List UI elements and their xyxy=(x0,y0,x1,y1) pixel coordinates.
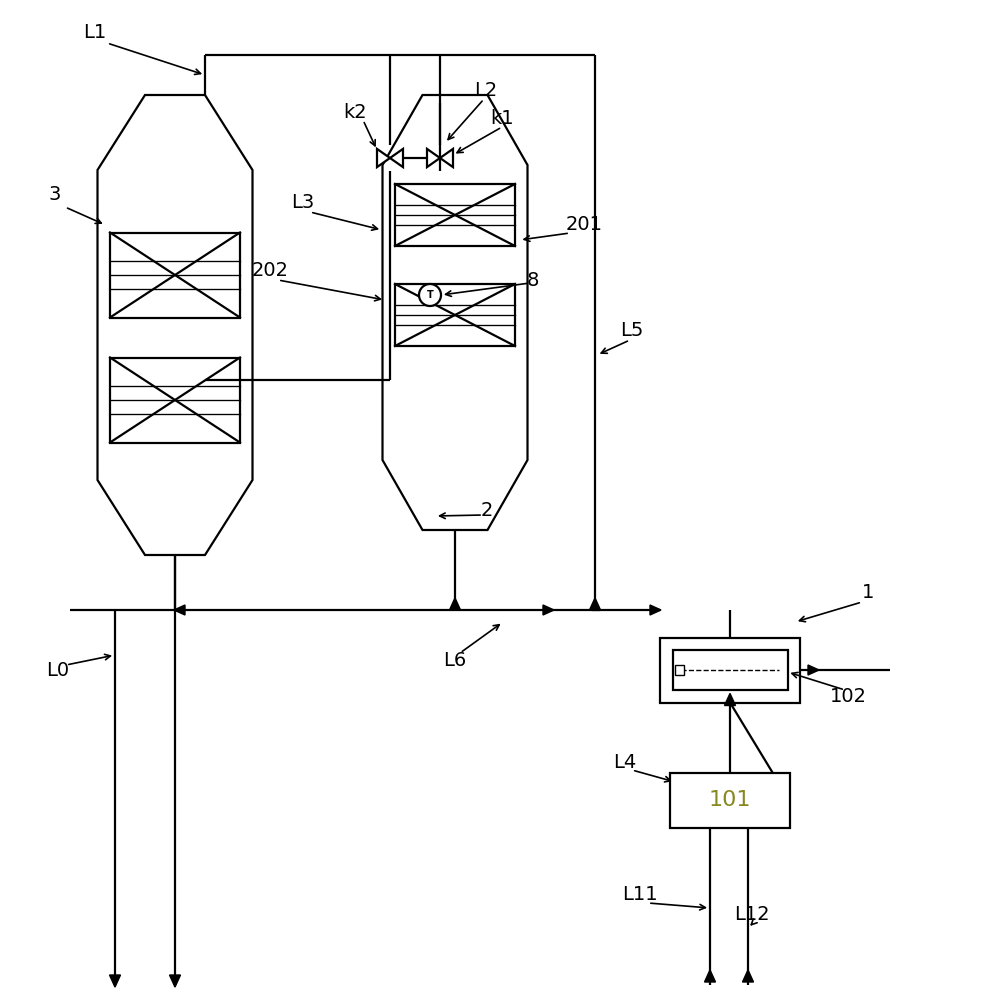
Bar xyxy=(674,665,683,675)
Polygon shape xyxy=(169,975,180,987)
Polygon shape xyxy=(390,149,403,167)
Polygon shape xyxy=(742,970,754,982)
Text: L11: L11 xyxy=(622,886,657,904)
Circle shape xyxy=(419,284,441,306)
Text: L0: L0 xyxy=(47,660,70,680)
Bar xyxy=(110,232,240,318)
Text: 2: 2 xyxy=(481,500,493,520)
Bar xyxy=(395,184,515,246)
Bar xyxy=(660,638,800,702)
Text: L5: L5 xyxy=(621,320,643,340)
Text: 3: 3 xyxy=(49,186,61,205)
Polygon shape xyxy=(449,598,460,610)
Text: 201: 201 xyxy=(566,216,603,234)
Bar xyxy=(672,650,788,690)
Polygon shape xyxy=(427,149,440,167)
Polygon shape xyxy=(440,149,453,167)
Text: 101: 101 xyxy=(709,790,751,810)
Text: L6: L6 xyxy=(443,650,466,670)
Polygon shape xyxy=(98,95,253,555)
Text: 202: 202 xyxy=(252,260,289,279)
Polygon shape xyxy=(808,665,819,675)
Polygon shape xyxy=(650,605,661,615)
Text: 8: 8 xyxy=(527,270,539,290)
Text: T: T xyxy=(426,290,433,300)
Polygon shape xyxy=(382,95,528,530)
Text: 102: 102 xyxy=(830,688,867,706)
Polygon shape xyxy=(590,598,601,610)
Text: L2: L2 xyxy=(474,81,498,100)
Text: k1: k1 xyxy=(490,108,514,127)
Polygon shape xyxy=(110,975,121,987)
Polygon shape xyxy=(377,149,390,167)
Bar xyxy=(395,284,515,346)
Polygon shape xyxy=(543,605,554,615)
Polygon shape xyxy=(174,605,185,615)
Text: L1: L1 xyxy=(84,22,107,41)
Text: 1: 1 xyxy=(862,582,874,601)
Text: L3: L3 xyxy=(292,192,315,212)
Bar xyxy=(110,358,240,442)
Text: L4: L4 xyxy=(614,752,636,772)
Text: k2: k2 xyxy=(344,103,367,121)
Polygon shape xyxy=(724,693,735,706)
Polygon shape xyxy=(704,970,715,982)
Text: L12: L12 xyxy=(734,906,770,924)
Bar xyxy=(670,772,790,828)
